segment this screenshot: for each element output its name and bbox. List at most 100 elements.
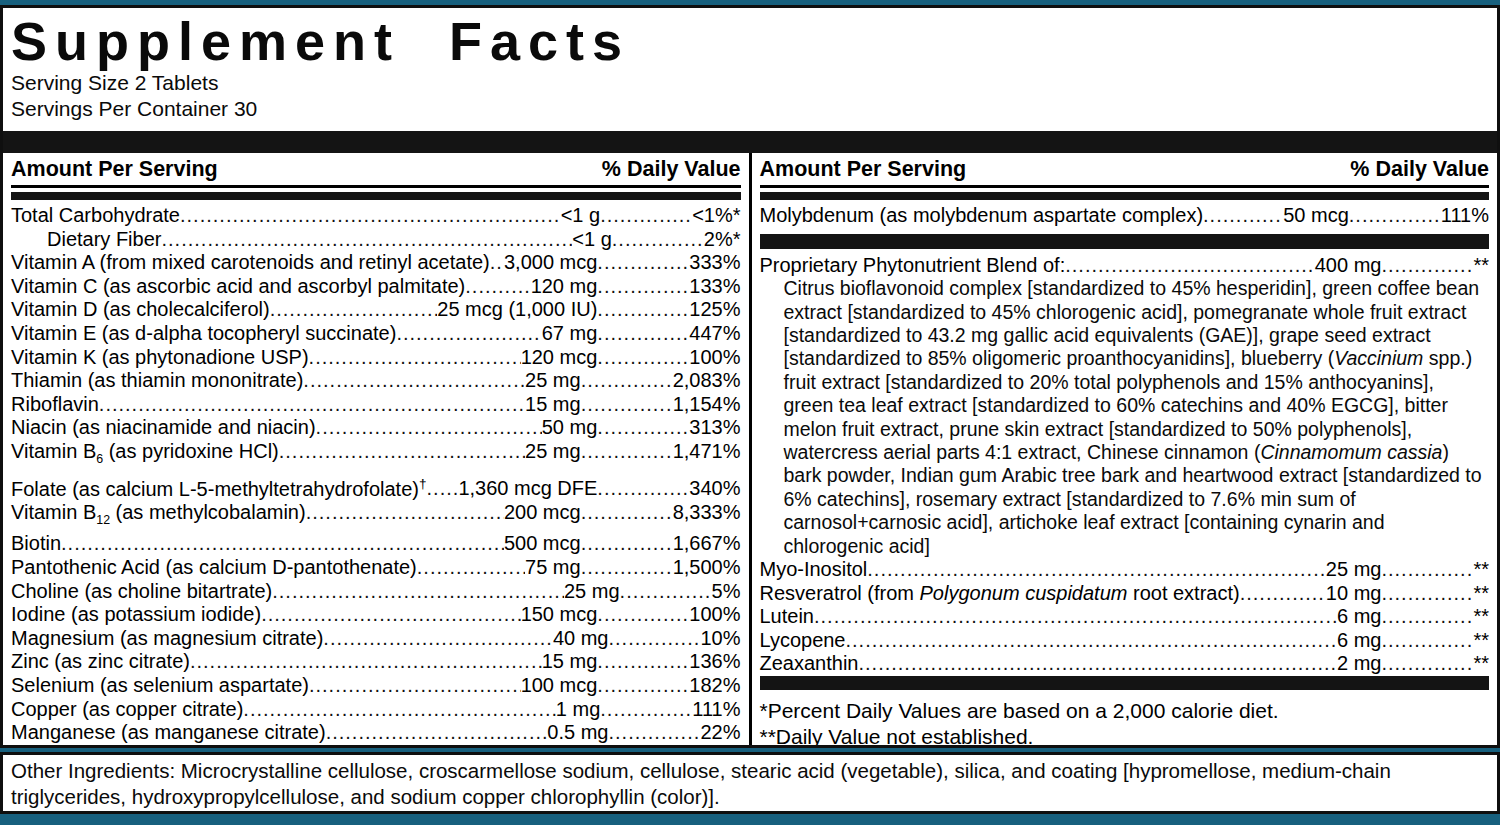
nutrient-name: Myo-Inositol [760,558,868,582]
footnote-daily-value: *Percent Daily Values are based on a 2,0… [760,698,1490,724]
nutrient-row: Copper (as copper citrate)1 mg111% [11,698,741,722]
dot-leader [581,393,673,417]
nutrient-row: Vitamin K (as phytonadione USP)120 mcg10… [11,346,741,370]
nutrient-daily-value: 136% [689,650,740,674]
nutrient-amount: 50 mg [542,416,598,440]
nutrient-amount: 15 mg [525,393,581,417]
nutrient-daily-value: 133% [689,275,740,299]
nutrient-row: Manganese (as manganese citrate)0.5 mg22… [11,721,741,745]
nutrient-name: Copper (as copper citrate) [11,698,243,722]
nutrient-daily-value: 1,667% [673,532,741,556]
nutrient-daily-value: 1,154% [673,393,741,417]
nutrient-daily-value: 1,471% [673,440,741,464]
nutrient-row: Vitamin A (from mixed carotenoids and re… [11,251,741,275]
nutrient-name: Vitamin D (as cholecalciferol) [11,298,270,322]
facts-columns: Amount Per Serving % Daily Value Total C… [3,153,1497,745]
servings-per-container: Servings Per Container 30 [11,96,1487,122]
nutrient-daily-value: ** [1473,558,1489,582]
dot-leader [261,603,520,627]
nutrient-amount: 200 mcg [504,501,581,525]
dot-leader [867,558,1326,582]
dot-leader [490,251,504,275]
blend-divider-bar [760,234,1490,249]
nutrient-row: Iodine (as potassium iodide)150 mcg100% [11,603,741,627]
amount-per-serving-header: Amount Per Serving [760,156,967,183]
nutrient-daily-value: <1%* [692,204,740,228]
nutrient-name: Zeaxanthin [760,652,859,676]
nutrient-row: Vitamin B12 (as methylcobalamin)200 mcg8… [11,501,741,533]
nutrient-amount: 120 mg [531,275,598,299]
nutrient-amount: 40 mg [553,627,609,651]
dot-leader [597,322,689,346]
nutrient-name: Iodine (as potassium iodide) [11,603,261,627]
nutrient-name: Magnesium (as magnesium citrate) [11,627,323,651]
nutrient-name: Vitamin A (from mixed carotenoids and re… [11,251,490,275]
nutrient-daily-value: 111% [692,698,740,722]
dot-leader [99,393,525,417]
dot-leader [1381,629,1473,653]
dot-leader [581,532,673,556]
nutrient-name: Folate (as calcium L-5-methyltetrahydrof… [11,472,427,501]
dot-leader [814,605,1337,629]
nutrient-row: Zeaxanthin2 mg** [760,652,1490,676]
dot-leader [608,627,700,651]
nutrient-rows-right-bottom: Myo-Inositol 25 mg ** Resveratrol (from Pol… [760,558,1490,676]
nutrient-name: Selenium (as selenium aspartate) [11,674,309,698]
dot-leader [597,674,689,698]
nutrient-name: Vitamin C (as ascorbic acid and ascorbyl… [11,275,465,299]
nutrient-amount: 50 mcg [1283,204,1349,228]
nutrient-amount: 25 mg [1326,558,1382,582]
dot-leader [1203,204,1283,228]
nutrient-name: Molybdenum (as molybdenum aspartate comp… [760,204,1204,228]
nutrient-row: Vitamin B6 (as pyridoxine HCl)25 mg1,471… [11,440,741,472]
nutrient-row: Pantothenic Acid (as calcium D-pantothen… [11,556,741,580]
footnotes-block: *Percent Daily Values are based on a 2,0… [760,676,1490,745]
nutrient-row: Lycopene6 mg** [760,629,1490,653]
daily-value-header: % Daily Value [602,156,741,183]
dot-leader [417,556,525,580]
nutrient-amount: <1 g [572,228,611,252]
nutrient-name: Thiamin (as thiamin mononitrate) [11,369,303,393]
nutrient-amount: 1,360 mcg DFE [458,477,597,501]
nutrient-daily-value: 340% [689,477,740,501]
nutrient-daily-value: 2%* [704,228,741,252]
nutrient-row: Selenium (as selenium aspartate)100 mcg1… [11,674,741,698]
nutrient-row: Molybdenum (as molybdenum aspartate comp… [760,204,1490,228]
nutrient-name: Manganese (as manganese citrate) [11,721,326,745]
nutrient-name: Vitamin B12 (as methylcobalamin) [11,501,306,533]
nutrient-row: Resveratrol (from Polygonum cuspidatum r… [760,582,1490,606]
dot-leader [600,698,692,722]
nutrient-rows-left: Total Carbohydrate<1 g<1%*Dietary Fiber <… [11,204,741,745]
dot-leader [858,652,1336,676]
nutrient-row: Vitamin E (as d-alpha tocopheryl succina… [11,322,741,346]
dot-leader [396,322,541,346]
nutrient-daily-value: 111% [1441,204,1489,228]
dot-leader [243,698,556,722]
dot-leader [597,603,689,627]
other-ingredients-text: Other Ingredients: Microcrystalline cell… [11,758,1487,810]
dot-leader [597,346,689,370]
dot-leader [190,650,542,674]
dot-leader [1381,558,1473,582]
label-header: Supplement Facts Serving Size 2 Tablets … [3,8,1497,122]
nutrient-amount: 500 mcg [504,532,581,556]
nutrient-row: Lutein6 mg** [760,605,1490,629]
dot-leader [306,501,504,525]
dot-leader [846,629,1337,653]
nutrient-amount: 75 mg [525,556,581,580]
nutrient-daily-value: 100% [689,603,740,627]
nutrient-name: Resveratrol (from Polygonum cuspidatum r… [760,582,1240,606]
dot-leader [620,580,712,604]
dot-leader [597,650,689,674]
dot-leader [1381,254,1473,278]
nutrient-name: Dietary Fiber [11,228,161,252]
dot-leader [597,298,689,322]
nutrient-row: Niacin (as niacinamide and niacin)50 mg3… [11,416,741,440]
page-title: Supplement Facts [11,12,1487,70]
nutrient-name: Riboflavin [11,393,99,417]
nutrient-row: Choline (as choline bitartrate)25 mg5% [11,580,741,604]
nutrient-row: Total Carbohydrate<1 g<1%* [11,204,741,228]
dot-leader [316,416,542,440]
nutrient-row: Myo-Inositol 25 mg ** [760,558,1490,582]
footnote-divider-bar [760,676,1490,690]
